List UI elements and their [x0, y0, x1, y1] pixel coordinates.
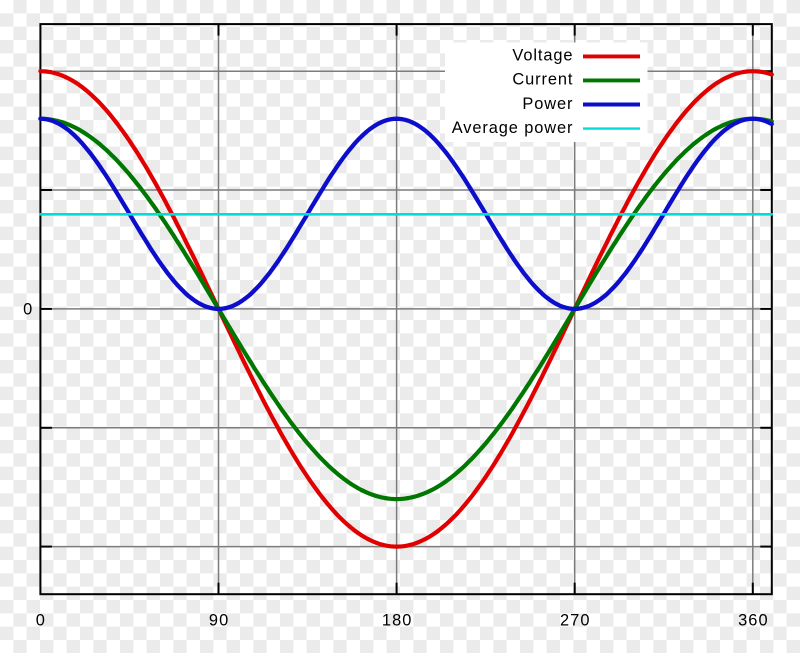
svg-text:Power: Power	[522, 95, 573, 113]
svg-text:0: 0	[36, 611, 46, 629]
svg-text:360: 360	[738, 611, 769, 629]
svg-text:90: 90	[209, 611, 229, 629]
svg-text:180: 180	[382, 611, 413, 629]
svg-text:Voltage: Voltage	[512, 47, 573, 65]
svg-text:Average power: Average power	[452, 119, 574, 137]
svg-text:270: 270	[560, 611, 591, 629]
svg-text:0: 0	[23, 301, 32, 319]
svg-text:Current: Current	[512, 71, 573, 89]
